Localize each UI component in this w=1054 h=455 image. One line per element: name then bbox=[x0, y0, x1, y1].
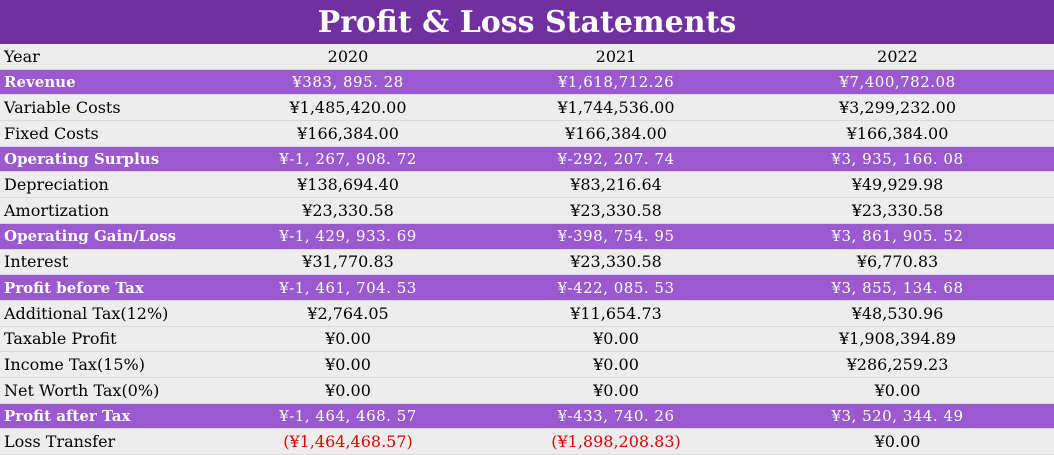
value-cell[interactable]: ¥23,330.58 bbox=[205, 197, 491, 224]
value-cell[interactable]: ¥23,330.58 bbox=[491, 249, 741, 276]
value-cell[interactable]: ¥1,618,712.26 bbox=[491, 69, 741, 96]
value-cell[interactable]: ¥-1, 464, 468. 57 bbox=[205, 403, 491, 430]
table-row: Loss Transfer (¥1,464,468.57) (¥1,898,208.… bbox=[0, 428, 1054, 455]
table-row: Revenue ¥383, 895. 28 ¥1,618,712.26 ¥7,400,… bbox=[0, 69, 1054, 96]
row-label-cell[interactable]: Interest bbox=[0, 249, 205, 276]
value-cell[interactable]: ¥0.00 bbox=[491, 326, 741, 353]
value-cell[interactable]: ¥-422, 085. 53 bbox=[491, 274, 741, 301]
value-cell[interactable]: ¥48,530.96 bbox=[741, 300, 1054, 327]
row-label-cell[interactable]: Revenue bbox=[0, 69, 205, 96]
value-cell[interactable]: ¥83,216.64 bbox=[491, 171, 741, 199]
value-cell[interactable]: ¥7,400,782.08 bbox=[741, 69, 1054, 96]
value-cell[interactable]: ¥-1, 461, 704. 53 bbox=[205, 274, 491, 301]
value-cell[interactable]: ¥31,770.83 bbox=[205, 249, 491, 276]
value-cell[interactable]: ¥138,694.40 bbox=[205, 171, 491, 199]
year-label-cell[interactable]: Year bbox=[0, 44, 205, 70]
table-row: Variable Costs ¥1,485,420.00 ¥1,744,536.00… bbox=[0, 94, 1054, 122]
sheet-title: Profit & Loss Statements bbox=[0, 0, 1054, 44]
value-cell[interactable]: (¥1,898,208.83) bbox=[491, 428, 741, 455]
value-cell[interactable]: ¥23,330.58 bbox=[741, 197, 1054, 224]
value-cell[interactable]: ¥2,764.05 bbox=[205, 300, 491, 327]
year-cell[interactable]: 2022 bbox=[741, 44, 1054, 70]
value-cell[interactable]: ¥3, 855, 134. 68 bbox=[741, 274, 1054, 301]
value-cell[interactable]: ¥0.00 bbox=[491, 351, 741, 378]
row-label-cell[interactable]: Loss Transfer bbox=[0, 428, 205, 455]
value-cell[interactable]: ¥166,384.00 bbox=[491, 120, 741, 147]
value-cell[interactable]: ¥3, 520, 344. 49 bbox=[741, 403, 1054, 430]
row-label-cell[interactable]: Depreciation bbox=[0, 171, 205, 199]
table-row: Operating Gain/Loss ¥-1, 429, 933. 69 ¥-39… bbox=[0, 223, 1054, 250]
row-label-cell[interactable]: Taxable Profit bbox=[0, 326, 205, 353]
table-row: Income Tax(15%) ¥0.00 ¥0.00 ¥286,259.23 bbox=[0, 351, 1054, 378]
row-label-cell[interactable]: Profit after Tax bbox=[0, 403, 205, 430]
value-cell[interactable]: ¥-1, 267, 908. 72 bbox=[205, 146, 491, 173]
table-row: Amortization ¥23,330.58 ¥23,330.58 ¥23,330.… bbox=[0, 197, 1054, 224]
table-row: Interest ¥31,770.83 ¥23,330.58 ¥6,770.83 bbox=[0, 249, 1054, 276]
pl-table: Year 2020 2021 2022 Revenue ¥383, 895. 28… bbox=[0, 44, 1054, 455]
value-cell[interactable]: ¥3, 861, 905. 52 bbox=[741, 223, 1054, 250]
value-cell[interactable]: ¥-433, 740. 26 bbox=[491, 403, 741, 430]
table-row: Additional Tax(12%) ¥2,764.05 ¥11,654.73 ¥4… bbox=[0, 300, 1054, 327]
table-row: Taxable Profit ¥0.00 ¥0.00 ¥1,908,394.89 bbox=[0, 326, 1054, 353]
value-cell[interactable]: ¥-292, 207. 74 bbox=[491, 146, 741, 173]
value-cell[interactable]: ¥6,770.83 bbox=[741, 249, 1054, 276]
value-cell[interactable]: ¥1,744,536.00 bbox=[491, 94, 741, 122]
row-label-cell[interactable]: Operating Gain/Loss bbox=[0, 223, 205, 250]
row-label-cell[interactable]: Variable Costs bbox=[0, 94, 205, 122]
value-cell[interactable]: ¥3,299,232.00 bbox=[741, 94, 1054, 122]
value-cell[interactable]: ¥11,654.73 bbox=[491, 300, 741, 327]
table-row: Profit before Tax ¥-1, 461, 704. 53 ¥-422,… bbox=[0, 274, 1054, 301]
value-cell[interactable]: ¥286,259.23 bbox=[741, 351, 1054, 378]
table-row: Depreciation ¥138,694.40 ¥83,216.64 ¥49,929… bbox=[0, 171, 1054, 199]
table-row: Net Worth Tax(0%) ¥0.00 ¥0.00 ¥0.00 bbox=[0, 377, 1054, 404]
row-label-cell[interactable]: Profit before Tax bbox=[0, 274, 205, 301]
row-label-cell[interactable]: Income Tax(15%) bbox=[0, 351, 205, 378]
row-label-cell[interactable]: Amortization bbox=[0, 197, 205, 224]
value-cell[interactable]: ¥0.00 bbox=[205, 326, 491, 353]
value-cell[interactable]: ¥166,384.00 bbox=[741, 120, 1054, 147]
value-cell[interactable]: ¥-398, 754. 95 bbox=[491, 223, 741, 250]
year-cell[interactable]: 2020 bbox=[205, 44, 491, 70]
value-cell[interactable]: ¥3, 935, 166. 08 bbox=[741, 146, 1054, 173]
value-cell[interactable]: (¥1,464,468.57) bbox=[205, 428, 491, 455]
table-row: Operating Surplus ¥-1, 267, 908. 72 ¥-292,… bbox=[0, 146, 1054, 173]
table-row: Profit after Tax ¥-1, 464, 468. 57 ¥-433, … bbox=[0, 403, 1054, 430]
value-cell[interactable]: ¥383, 895. 28 bbox=[205, 69, 491, 96]
year-cell[interactable]: 2021 bbox=[491, 44, 741, 70]
value-cell[interactable]: ¥0.00 bbox=[491, 377, 741, 404]
header-row: Year 2020 2021 2022 bbox=[0, 44, 1054, 70]
value-cell[interactable]: ¥-1, 429, 933. 69 bbox=[205, 223, 491, 250]
row-label-cell[interactable]: Net Worth Tax(0%) bbox=[0, 377, 205, 404]
value-cell[interactable]: ¥0.00 bbox=[741, 428, 1054, 455]
value-cell[interactable]: ¥1,908,394.89 bbox=[741, 326, 1054, 353]
value-cell[interactable]: ¥23,330.58 bbox=[491, 197, 741, 224]
value-cell[interactable]: ¥0.00 bbox=[205, 351, 491, 378]
row-label-cell[interactable]: Additional Tax(12%) bbox=[0, 300, 205, 327]
value-cell[interactable]: ¥166,384.00 bbox=[205, 120, 491, 147]
value-cell[interactable]: ¥1,485,420.00 bbox=[205, 94, 491, 122]
value-cell[interactable]: ¥0.00 bbox=[205, 377, 491, 404]
sheet-title-text: Profit & Loss Statements bbox=[317, 4, 737, 40]
value-cell[interactable]: ¥49,929.98 bbox=[741, 171, 1054, 199]
value-cell[interactable]: ¥0.00 bbox=[741, 377, 1054, 404]
table-row: Fixed Costs ¥166,384.00 ¥166,384.00 ¥166,38… bbox=[0, 120, 1054, 147]
row-label-cell[interactable]: Fixed Costs bbox=[0, 120, 205, 147]
row-label-cell[interactable]: Operating Surplus bbox=[0, 146, 205, 173]
